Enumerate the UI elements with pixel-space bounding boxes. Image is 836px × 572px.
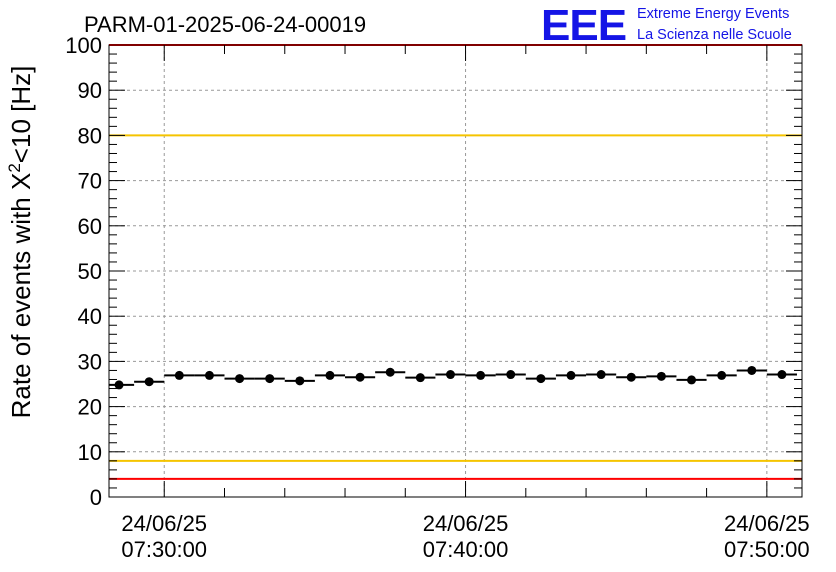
y-tick-label: 90 [78,78,102,103]
y-axis-title-symbol: X [6,173,36,190]
data-point [476,370,486,380]
x-tick-time-label: 07:30:00 [121,537,207,562]
reference-lines [109,44,802,480]
chart-title: PARM-01-2025-06-24-00019 [84,12,366,37]
data-point [536,374,546,384]
x-tick-time-label: 07:40:00 [423,537,509,562]
logo-mark: EEE [541,1,626,50]
data-point [687,375,697,385]
eee-logo: EEE Extreme Energy Events La Scienza nel… [541,1,792,50]
logo-line-2: La Scienza nelle Scuole [637,27,792,43]
data-point [415,373,425,383]
y-tick-label: 60 [78,214,102,239]
y-tick-label: 0 [90,485,102,510]
data-point [717,370,727,380]
data-point [626,372,636,382]
x-axis: 24/06/2507:30:0024/06/2507:40:0024/06/25… [121,45,810,562]
x-tick-time-label: 07:50:00 [724,537,810,562]
data-series [109,365,797,390]
data-point [385,367,395,377]
data-point [265,374,275,384]
data-point [235,374,245,384]
logo-line-1: Extreme Energy Events [637,6,789,22]
y-tick-label: 20 [78,395,102,420]
grid [109,44,802,498]
data-point [596,370,606,380]
y-axis: 0 10 20 30 40 50 60 70 80 90 100 [65,33,802,510]
y-axis-title-suffix: <10 [Hz] [6,66,36,164]
y-axis-title-prefix: Rate of events with [6,190,36,418]
data-point [174,370,184,380]
data-point [355,372,365,382]
y-axis-title: Rate of events with X2<10 [Hz] [5,66,36,419]
x-tick-date-label: 24/06/25 [423,511,509,536]
x-tick-date-label: 24/06/25 [121,511,207,536]
x-tick-date-label: 24/06/25 [724,511,810,536]
data-point [204,370,214,380]
y-tick-label: 30 [78,349,102,374]
data-point [295,376,305,386]
y-tick-label: 100 [65,33,102,58]
data-point [325,370,335,380]
data-point [144,377,154,387]
y-tick-label: 10 [78,440,102,465]
data-point [777,370,787,380]
y-axis-title-superscript: 2 [5,163,24,172]
data-point [566,370,576,380]
y-tick-label: 40 [78,304,102,329]
data-point [656,371,666,381]
y-tick-label: 80 [78,123,102,148]
data-point [506,370,516,380]
data-point [747,365,757,375]
y-tick-label: 50 [78,259,102,284]
data-point [445,370,455,380]
data-point [114,380,124,390]
y-tick-label: 70 [78,169,102,194]
